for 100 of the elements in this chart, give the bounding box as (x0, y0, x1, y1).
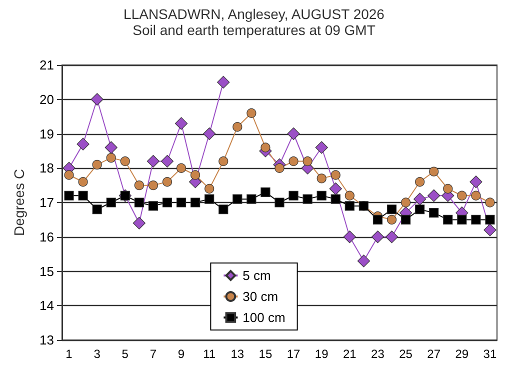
x-tick-label: 1 (66, 347, 73, 361)
point (176, 163, 186, 173)
point (217, 76, 230, 88)
point (372, 214, 383, 224)
y-tick-label: 21 (40, 58, 54, 72)
y-axis-title: Degrees C (11, 169, 27, 236)
legend-label: 30 cm (242, 289, 278, 304)
point (302, 156, 312, 166)
point (92, 160, 102, 170)
point (485, 198, 495, 208)
point (260, 187, 270, 197)
point (401, 198, 411, 208)
point (400, 214, 411, 224)
point (288, 190, 298, 200)
point (443, 184, 453, 194)
y-tick-label: 13 (40, 332, 54, 348)
y-tick-label: 18 (40, 160, 54, 176)
x-tick-label: 7 (150, 347, 157, 361)
x-tick-label: 19 (314, 347, 329, 361)
point (148, 180, 158, 190)
point (160, 154, 174, 168)
y-tick-label: 15 (40, 264, 54, 279)
x-tick-label: 29 (455, 347, 469, 361)
point (414, 192, 426, 206)
point (287, 127, 300, 140)
point (146, 154, 160, 168)
point (90, 93, 104, 106)
point (134, 198, 144, 208)
point (162, 177, 172, 187)
point (386, 214, 397, 224)
point (316, 190, 326, 200)
point (471, 190, 481, 200)
point (344, 190, 354, 200)
point (457, 190, 467, 200)
y-tick-label: 14 (40, 298, 54, 314)
point (203, 127, 216, 140)
point (443, 214, 453, 224)
x-tick-label: 27 (427, 347, 441, 361)
point (484, 224, 496, 236)
x-tick-label: 17 (286, 347, 301, 361)
point (190, 170, 200, 180)
point (330, 170, 340, 180)
x-tick-label: 23 (371, 347, 385, 361)
point (330, 194, 340, 204)
point (329, 182, 342, 196)
x-tick-label: 13 (230, 347, 244, 361)
point (274, 198, 284, 208)
chart-title: LLANSADWRN, Anglesey, AUGUST 2026 (124, 6, 385, 22)
x-tick-label: 5 (122, 347, 129, 361)
point (106, 153, 116, 163)
x-tick-label: 31 (483, 347, 497, 361)
point (260, 142, 270, 152)
x-tick-label: 3 (94, 347, 101, 361)
point (148, 201, 158, 211)
y-tick-label: 20 (40, 92, 54, 107)
legend-label: 100 cm (242, 310, 286, 325)
x-tick-label: 9 (178, 347, 185, 361)
point (204, 194, 214, 204)
point (429, 166, 439, 176)
point (64, 190, 74, 200)
point (104, 141, 118, 154)
point (76, 138, 90, 150)
y-tick-label: 19 (40, 126, 54, 142)
point (485, 214, 495, 224)
point (162, 198, 172, 208)
point (246, 194, 256, 204)
point (134, 180, 144, 190)
point (274, 163, 284, 173)
point (132, 216, 146, 230)
point (246, 108, 256, 118)
point (344, 201, 354, 211)
y-tick-label: 17 (40, 195, 54, 210)
chart-subtitle: Soil and earth temperatures at 09 GMT (132, 22, 376, 38)
point (288, 156, 298, 166)
point (386, 204, 397, 214)
y-tick-label: 16 (40, 229, 54, 244)
point (471, 214, 481, 224)
point (190, 198, 200, 208)
point (64, 170, 74, 180)
point (232, 122, 242, 132)
point (174, 117, 188, 130)
point (78, 177, 88, 187)
point (457, 214, 467, 224)
legend-label: 5 cm (242, 268, 271, 283)
point (204, 184, 214, 194)
point (371, 230, 384, 244)
x-tick-label: 15 (258, 347, 272, 361)
point (470, 176, 482, 188)
point (78, 190, 88, 200)
point (385, 230, 398, 244)
point (415, 177, 425, 187)
point (218, 156, 228, 166)
point (176, 198, 186, 208)
point (106, 198, 116, 208)
point (316, 174, 326, 184)
point (92, 204, 102, 214)
point (232, 194, 242, 204)
point (120, 156, 130, 166)
point (218, 204, 228, 214)
point (343, 230, 356, 244)
